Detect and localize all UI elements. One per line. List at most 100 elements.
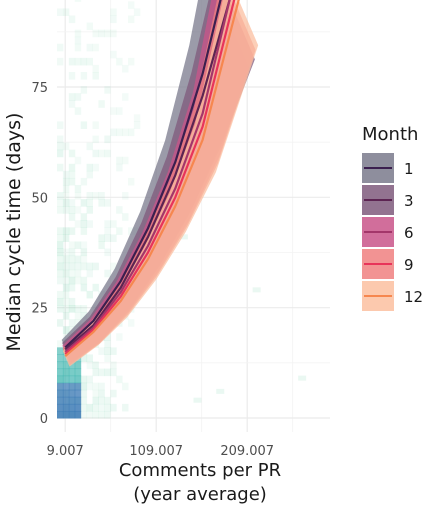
heatmap-tile bbox=[104, 368, 111, 377]
heatmap-tile bbox=[68, 177, 76, 186]
heatmap-tile bbox=[62, 368, 70, 377]
heatmap-tile bbox=[62, 269, 70, 278]
heatmap-tile bbox=[74, 192, 82, 200]
heatmap-tile bbox=[57, 403, 64, 412]
heatmap-tile bbox=[57, 276, 64, 285]
heatmap-tile bbox=[68, 375, 76, 384]
heatmap-tile bbox=[62, 305, 70, 313]
heatmap-tile bbox=[104, 227, 111, 235]
heatmap-tile bbox=[74, 361, 82, 370]
heatmap-tile bbox=[57, 248, 64, 257]
heatmap-tile bbox=[298, 375, 307, 381]
heatmap-tile bbox=[133, 121, 141, 129]
heatmap-tile bbox=[92, 403, 99, 412]
heatmap-tile bbox=[104, 135, 111, 144]
heatmap-tile bbox=[68, 100, 76, 108]
heatmap-tile bbox=[98, 368, 105, 377]
heatmap-tile bbox=[92, 361, 99, 370]
heatmap-tile bbox=[92, 135, 99, 144]
heatmap-tile bbox=[62, 184, 70, 193]
heatmap-tile bbox=[57, 354, 64, 363]
heatmap-tile bbox=[92, 163, 99, 172]
heatmap-tile bbox=[116, 107, 123, 115]
heatmap-tile bbox=[86, 269, 93, 278]
legend-label: 9 bbox=[404, 256, 414, 274]
heatmap-tile bbox=[68, 382, 76, 391]
heatmap-tile bbox=[57, 142, 64, 151]
x-tick-label: 9.007 bbox=[47, 444, 84, 459]
heatmap-tile bbox=[80, 276, 88, 285]
heatmap-tile bbox=[122, 156, 129, 165]
heatmap-tile bbox=[92, 389, 99, 398]
heatmap-tile bbox=[68, 255, 76, 264]
heatmap-tile bbox=[68, 283, 76, 292]
heatmap-tile bbox=[68, 262, 76, 271]
heatmap-tile bbox=[110, 50, 117, 59]
legend: Month 1 3 6 9 12 bbox=[362, 124, 423, 311]
heatmap-tile bbox=[86, 170, 93, 179]
heatmap-tile bbox=[57, 340, 64, 348]
heatmap-tile bbox=[80, 389, 88, 398]
heatmap-tile bbox=[86, 142, 93, 151]
heatmap-tile bbox=[57, 121, 64, 129]
heatmap-tile bbox=[104, 269, 111, 278]
heatmap-tile bbox=[57, 8, 64, 17]
heatmap-tile bbox=[116, 163, 123, 172]
heatmap-tile bbox=[86, 403, 93, 412]
heatmap-tile bbox=[68, 206, 76, 214]
heatmap-tile bbox=[110, 107, 117, 115]
heatmap-tile bbox=[62, 170, 70, 179]
heatmap-tile bbox=[57, 135, 64, 144]
heatmap-tile bbox=[62, 227, 70, 235]
heatmap-tile bbox=[98, 100, 105, 108]
heatmap-tile bbox=[62, 248, 70, 257]
heatmap-tile bbox=[68, 297, 76, 306]
heatmap-tile bbox=[68, 389, 76, 398]
heatmap-tile bbox=[86, 57, 93, 66]
heatmap-tile bbox=[92, 410, 99, 419]
heatmap-tile bbox=[104, 403, 111, 412]
heatmap-tile bbox=[98, 382, 105, 391]
heatmap-tile bbox=[57, 382, 64, 391]
heatmap-tile bbox=[62, 199, 70, 207]
heatmap-tile bbox=[110, 361, 117, 370]
heatmap-tile bbox=[68, 199, 76, 207]
heatmap-tile bbox=[62, 410, 70, 419]
heatmap-tile bbox=[68, 15, 76, 24]
heatmap-tile bbox=[74, 156, 82, 165]
y-tick-label: 75 bbox=[31, 81, 48, 96]
heatmap-tile bbox=[116, 128, 123, 137]
heatmap-tile bbox=[80, 57, 88, 66]
heatmap-tile bbox=[57, 149, 64, 158]
heatmap-tile bbox=[98, 241, 105, 250]
heatmap-tile bbox=[57, 410, 64, 419]
heatmap-tile bbox=[116, 333, 123, 341]
heatmap-tile bbox=[116, 156, 123, 165]
heatmap-tile bbox=[86, 192, 93, 200]
heatmap-tile bbox=[98, 389, 105, 398]
heatmap-tile bbox=[74, 93, 82, 101]
heatmap-tile bbox=[68, 248, 76, 257]
heatmap-tile bbox=[62, 283, 70, 292]
heatmap-tile bbox=[80, 283, 88, 292]
heatmap-tile bbox=[62, 276, 70, 285]
heatmap-tile bbox=[57, 227, 64, 235]
heatmap-tile bbox=[74, 312, 82, 320]
heatmap-tile bbox=[68, 163, 76, 172]
heatmap-tile bbox=[74, 29, 82, 38]
heatmap-tile bbox=[127, 227, 135, 235]
band-month-12 bbox=[62, 0, 259, 367]
heatmap-tile bbox=[57, 375, 64, 384]
heatmap-tile bbox=[98, 396, 105, 405]
heatmap-tile bbox=[133, 114, 141, 122]
heatmap-tile bbox=[104, 333, 111, 341]
heatmap-tile bbox=[80, 248, 88, 257]
heatmap-tile bbox=[127, 1, 135, 9]
heatmap-tile bbox=[68, 241, 76, 250]
heatmap-tile bbox=[92, 396, 99, 405]
heatmap-tile bbox=[104, 248, 111, 257]
x-tick-label: 109.007 bbox=[129, 444, 183, 459]
heatmap-tile bbox=[57, 43, 64, 52]
heatmap-tile bbox=[80, 262, 88, 271]
heatmap-tile bbox=[62, 255, 70, 264]
